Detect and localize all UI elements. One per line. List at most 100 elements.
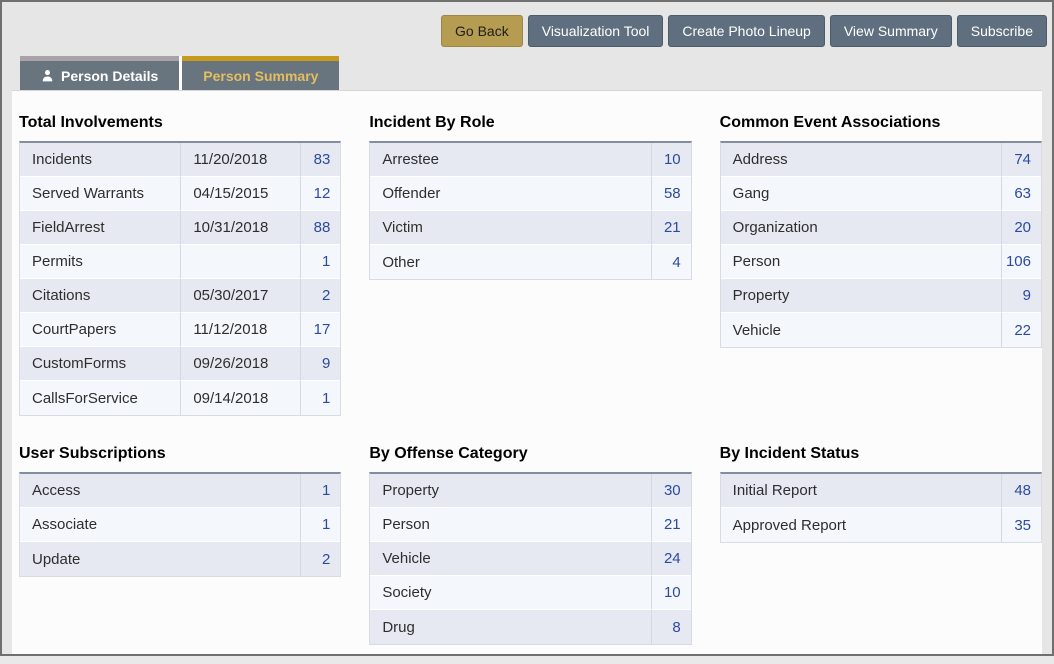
table-row: CallsForService09/14/20181 xyxy=(20,381,340,415)
table-row: Associate1 xyxy=(20,508,340,542)
content-gutter: Total InvolvementsIncidents11/20/201883S… xyxy=(2,90,1052,654)
row-count-link[interactable]: 74 xyxy=(1001,143,1041,177)
row-count-link[interactable]: 21 xyxy=(651,211,691,245)
panel-title: Common Event Associations xyxy=(720,113,1042,133)
tab-label: Person Details xyxy=(61,68,158,84)
table-row: Approved Report35 xyxy=(721,508,1041,542)
table-row: Arrestee10 xyxy=(370,143,690,177)
table-row: Organization20 xyxy=(721,211,1041,245)
row-label: Citations xyxy=(20,279,180,313)
row-count-link[interactable]: 4 xyxy=(651,245,691,279)
row-date xyxy=(180,245,300,279)
tab-person-details[interactable]: Person Details xyxy=(20,56,179,90)
row-count-link[interactable]: 8 xyxy=(651,610,691,644)
row-count-link[interactable]: 12 xyxy=(300,177,340,211)
person-icon xyxy=(41,69,54,82)
table-row: Gang63 xyxy=(721,177,1041,211)
row-count-link[interactable]: 63 xyxy=(1001,177,1041,211)
row-label: Person xyxy=(721,245,1001,279)
subscribe-button[interactable]: Subscribe xyxy=(957,15,1047,47)
row-label: Property xyxy=(721,279,1001,313)
row-date: 11/20/2018 xyxy=(180,143,300,177)
row-count-link[interactable]: 21 xyxy=(651,508,691,542)
row-count-link[interactable]: 9 xyxy=(300,347,340,381)
row-label: Organization xyxy=(721,211,1001,245)
table-row: Property30 xyxy=(370,474,690,508)
table-row: Update2 xyxy=(20,542,340,576)
app-window: Go BackVisualization ToolCreate Photo Li… xyxy=(0,0,1054,656)
row-label: Initial Report xyxy=(721,474,1001,508)
row-label: Served Warrants xyxy=(20,177,180,211)
table-row: Vehicle24 xyxy=(370,542,690,576)
row-count-link[interactable]: 30 xyxy=(651,474,691,508)
panel-table: Property30Person21Vehicle24Society10Drug… xyxy=(369,472,691,645)
go-back-button[interactable]: Go Back xyxy=(441,15,523,47)
row-count-link[interactable]: 1 xyxy=(300,381,340,415)
panel-by-incident-status: By Incident Status Initial Report48Approv… xyxy=(720,444,1042,543)
tab-bar: Person Details Person Summary xyxy=(20,56,339,90)
row-date: 04/15/2015 xyxy=(180,177,300,211)
table-row: Incidents11/20/201883 xyxy=(20,143,340,177)
row-count-link[interactable]: 1 xyxy=(300,474,340,508)
row-label: CallsForService xyxy=(20,381,180,415)
row-count-link[interactable]: 22 xyxy=(1001,313,1041,347)
row-count-link[interactable]: 10 xyxy=(651,143,691,177)
panel-table: Arrestee10Offender58Victim21Other4 xyxy=(369,141,691,280)
row-count-link[interactable]: 58 xyxy=(651,177,691,211)
tab-person-summary[interactable]: Person Summary xyxy=(182,56,339,90)
table-row: Drug8 xyxy=(370,610,690,644)
panel-by-offense-category: By Offense Category Property30Person21Veh… xyxy=(369,444,691,645)
row-count-link[interactable]: 10 xyxy=(651,576,691,610)
row-count-link[interactable]: 9 xyxy=(1001,279,1041,313)
table-row: Citations05/30/20172 xyxy=(20,279,340,313)
row-count-link[interactable]: 17 xyxy=(300,313,340,347)
table-row: FieldArrest10/31/201888 xyxy=(20,211,340,245)
table-row: Society10 xyxy=(370,576,690,610)
row-count-link[interactable]: 83 xyxy=(300,143,340,177)
row-label: Incidents xyxy=(20,143,180,177)
row-count-link[interactable]: 1 xyxy=(300,245,340,279)
row-count-link[interactable]: 1 xyxy=(300,508,340,542)
table-row: Person21 xyxy=(370,508,690,542)
row-count-link[interactable]: 35 xyxy=(1001,508,1041,542)
table-row: Victim21 xyxy=(370,211,690,245)
table-row: Permits1 xyxy=(20,245,340,279)
row-label: CustomForms xyxy=(20,347,180,381)
row-label: FieldArrest xyxy=(20,211,180,245)
table-row: Vehicle22 xyxy=(721,313,1041,347)
row-date: 11/12/2018 xyxy=(180,313,300,347)
row-count-link[interactable]: 106 xyxy=(1001,245,1041,279)
panel-user-subscriptions: User SubscriptionsAccess1Associate1Updat… xyxy=(19,444,341,577)
panel-title: By Incident Status xyxy=(720,444,1042,464)
table-row: Person106 xyxy=(721,245,1041,279)
row-label: Associate xyxy=(20,508,300,542)
panel-incident-by-role: Incident By Role Arrestee10Offender58Vict… xyxy=(369,113,691,280)
visualization-tool-button[interactable]: Visualization Tool xyxy=(528,15,664,47)
row-count-link[interactable]: 20 xyxy=(1001,211,1041,245)
row-label: CourtPapers xyxy=(20,313,180,347)
panel-title: User Subscriptions xyxy=(19,444,341,464)
row-label: Victim xyxy=(370,211,650,245)
row-date: 10/31/2018 xyxy=(180,211,300,245)
panel-title: By Offense Category xyxy=(369,444,691,464)
table-row: Access1 xyxy=(20,474,340,508)
row-count-link[interactable]: 48 xyxy=(1001,474,1041,508)
row-count-link[interactable]: 2 xyxy=(300,279,340,313)
panel-title: Total Involvements xyxy=(19,113,341,133)
row-count-link[interactable]: 24 xyxy=(651,542,691,576)
row-count-link[interactable]: 2 xyxy=(300,542,340,576)
table-row: CourtPapers11/12/201817 xyxy=(20,313,340,347)
row-label: Gang xyxy=(721,177,1001,211)
view-summary-button[interactable]: View Summary xyxy=(830,15,952,47)
tab-label: Person Summary xyxy=(203,68,318,84)
panel-table: Access1Associate1Update2 xyxy=(19,472,341,577)
table-row: Other4 xyxy=(370,245,690,279)
table-row: Property9 xyxy=(721,279,1041,313)
create-photo-lineup-button[interactable]: Create Photo Lineup xyxy=(668,15,824,47)
table-row: Served Warrants04/15/201512 xyxy=(20,177,340,211)
panel-table: Address74Gang63Organization20Person106Pr… xyxy=(720,141,1042,348)
row-count-link[interactable]: 88 xyxy=(300,211,340,245)
panel-title: Incident By Role xyxy=(369,113,691,133)
row-label: Update xyxy=(20,542,300,576)
row-label: Vehicle xyxy=(721,313,1001,347)
